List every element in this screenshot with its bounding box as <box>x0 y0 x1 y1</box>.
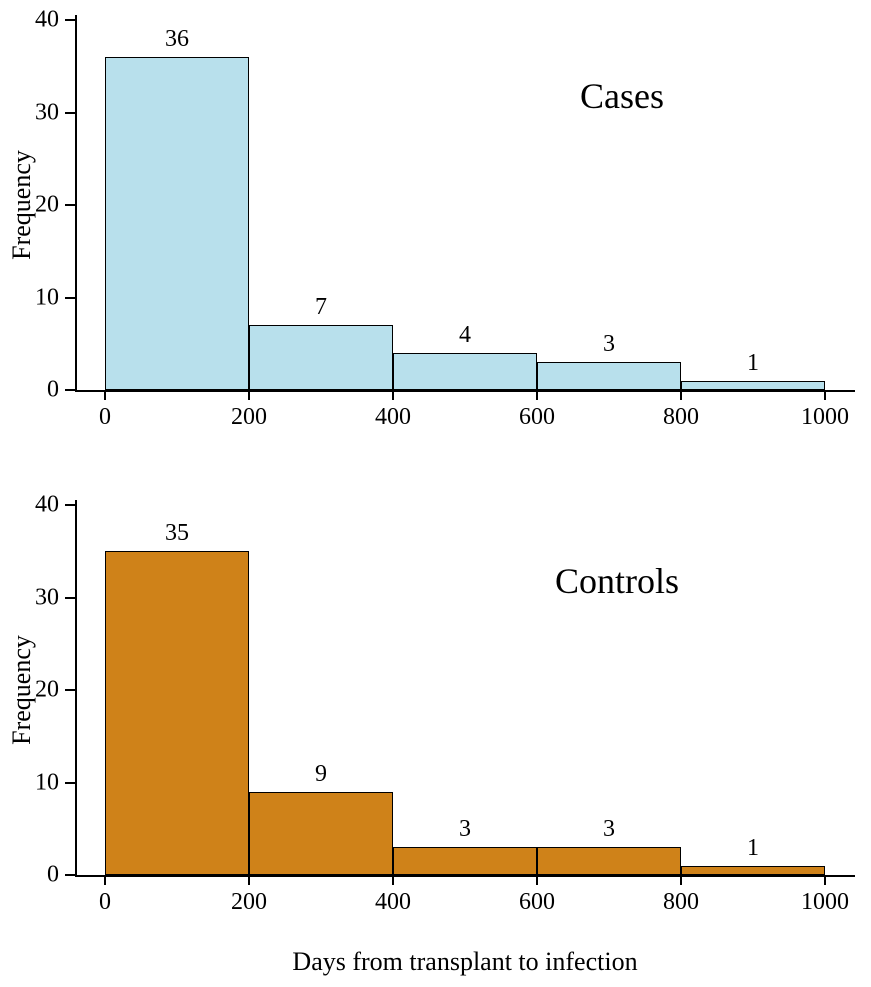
bar-controls-4 <box>681 866 825 875</box>
xtick-controls-0 <box>104 875 106 885</box>
xtick-label-controls-0: 0 <box>99 889 111 916</box>
xtick-label-cases-2: 400 <box>375 404 411 431</box>
panel-cases: 36743102004006008001000010203040Frequenc… <box>0 10 871 445</box>
x-axis-cases <box>75 390 855 392</box>
xtick-controls-4 <box>680 875 682 885</box>
bar-label-controls-4: 1 <box>747 835 759 862</box>
xlabel: Days from transplant to infection <box>292 947 637 977</box>
ytick-label-controls-1: 10 <box>35 769 59 796</box>
xtick-label-controls-4: 800 <box>663 889 699 916</box>
ytick-label-cases-4: 40 <box>35 7 59 34</box>
bar-label-controls-0: 35 <box>165 520 189 547</box>
bar-label-cases-1: 7 <box>315 294 327 321</box>
bar-label-controls-2: 3 <box>459 816 471 843</box>
xtick-label-cases-5: 1000 <box>801 404 849 431</box>
x-axis-controls <box>75 875 855 877</box>
panel-title-cases: Cases <box>580 75 664 117</box>
ytick-controls-4 <box>65 504 75 506</box>
ytick-label-cases-3: 30 <box>35 99 59 126</box>
ytick-label-cases-1: 10 <box>35 284 59 311</box>
xtick-cases-5 <box>824 390 826 400</box>
xtick-controls-1 <box>248 875 250 885</box>
plot-area-controls: 35 9 3 3 1 <box>105 505 825 875</box>
bar-label-cases-4: 1 <box>747 350 759 377</box>
xtick-cases-4 <box>680 390 682 400</box>
bar-controls-2 <box>393 847 537 875</box>
bar-cases-3 <box>537 362 681 390</box>
bar-label-cases-3: 3 <box>603 331 615 358</box>
y-axis-cases <box>75 15 77 392</box>
ytick-label-controls-2: 20 <box>35 677 59 704</box>
y-axis-controls <box>75 500 77 877</box>
bar-cases-4 <box>681 381 825 390</box>
ytick-label-controls-4: 40 <box>35 492 59 519</box>
xtick-label-cases-0: 0 <box>99 404 111 431</box>
ytick-label-cases-2: 20 <box>35 192 59 219</box>
xtick-cases-2 <box>392 390 394 400</box>
bar-cases-1 <box>249 325 393 390</box>
panel-controls: 35933102004006008001000010203040Frequenc… <box>0 495 871 930</box>
bar-controls-3 <box>537 847 681 875</box>
xtick-controls-2 <box>392 875 394 885</box>
ytick-cases-4 <box>65 19 75 21</box>
ytick-controls-2 <box>65 689 75 691</box>
bar-cases-0 <box>105 57 249 390</box>
xtick-label-cases-4: 800 <box>663 404 699 431</box>
ylabel-cases: Frequency <box>7 150 37 260</box>
xtick-controls-5 <box>824 875 826 885</box>
xtick-label-cases-1: 200 <box>231 404 267 431</box>
bar-label-controls-1: 9 <box>315 761 327 788</box>
panel-title-controls: Controls <box>555 560 679 602</box>
bar-cases-2 <box>393 353 537 390</box>
bar-label-controls-3: 3 <box>603 816 615 843</box>
ytick-cases-0 <box>65 389 75 391</box>
xtick-cases-3 <box>536 390 538 400</box>
ytick-controls-0 <box>65 874 75 876</box>
xtick-cases-1 <box>248 390 250 400</box>
figure: 36743102004006008001000010203040Frequenc… <box>0 0 871 987</box>
xtick-controls-3 <box>536 875 538 885</box>
xtick-label-controls-3: 600 <box>519 889 555 916</box>
ytick-controls-1 <box>65 782 75 784</box>
bar-label-cases-2: 4 <box>459 322 471 349</box>
ytick-cases-3 <box>65 112 75 114</box>
ytick-label-controls-0: 0 <box>47 862 59 889</box>
ytick-cases-2 <box>65 204 75 206</box>
ytick-label-controls-3: 30 <box>35 584 59 611</box>
xtick-label-cases-3: 600 <box>519 404 555 431</box>
ytick-controls-3 <box>65 597 75 599</box>
ytick-label-cases-0: 0 <box>47 377 59 404</box>
xtick-label-controls-5: 1000 <box>801 889 849 916</box>
bar-label-cases-0: 36 <box>165 26 189 53</box>
ytick-cases-1 <box>65 297 75 299</box>
xtick-cases-0 <box>104 390 106 400</box>
xtick-label-controls-2: 400 <box>375 889 411 916</box>
plot-area-cases: 36 7 4 3 1 <box>105 20 825 390</box>
bar-controls-0 <box>105 551 249 875</box>
ylabel-controls: Frequency <box>7 635 37 745</box>
bar-controls-1 <box>249 792 393 875</box>
xtick-label-controls-1: 200 <box>231 889 267 916</box>
